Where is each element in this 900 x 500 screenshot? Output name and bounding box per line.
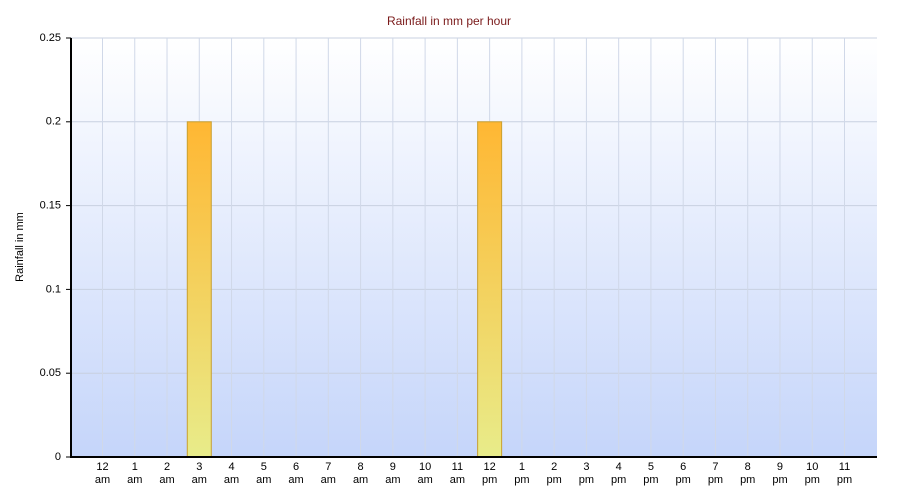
x-tick-label: 4 am bbox=[223, 461, 240, 486]
y-axis-label: Rainfall in mm bbox=[14, 212, 26, 282]
y-tick-label: 0.1 bbox=[46, 283, 61, 295]
x-tick-label: 2 pm bbox=[546, 461, 562, 486]
x-tick-label: 6 am bbox=[288, 461, 304, 486]
x-tick-label: 7 am bbox=[320, 461, 336, 486]
x-tick-label: 8 pm bbox=[740, 461, 756, 486]
y-tick-label: 0.25 bbox=[40, 32, 61, 44]
x-tick-label: 3 pm bbox=[578, 461, 595, 486]
x-tick-label: 8 am bbox=[352, 461, 369, 486]
x-tick-label: 6 pm bbox=[675, 461, 691, 486]
chart-title: Rainfall in mm per hour bbox=[387, 14, 511, 28]
x-tick-label: 1 pm bbox=[514, 461, 530, 486]
bar bbox=[186, 121, 212, 458]
x-tick-label: 5 am bbox=[256, 461, 272, 486]
x-tick-label: 9 am bbox=[385, 461, 401, 486]
y-tick-label: 0 bbox=[55, 451, 61, 463]
x-tick-label: 11 am bbox=[449, 461, 465, 486]
y-tick-label: 0.05 bbox=[40, 367, 61, 379]
x-tick-label: 2 am bbox=[159, 461, 175, 486]
x-tick-label: 10 pm bbox=[804, 461, 820, 486]
x-tick-label: 12 pm bbox=[481, 461, 498, 486]
x-tick-label: 3 am bbox=[191, 461, 207, 486]
x-tick-label: 7 pm bbox=[707, 461, 724, 486]
x-tick-label: 11 pm bbox=[836, 461, 853, 486]
x-tick-label: 12 am bbox=[94, 461, 111, 486]
x-tick-label: 9 pm bbox=[772, 461, 788, 486]
x-tick-label: 4 pm bbox=[611, 461, 627, 486]
y-tick-label: 0.15 bbox=[40, 200, 61, 212]
bar bbox=[477, 121, 503, 458]
x-tick-label: 10 am bbox=[417, 461, 433, 486]
x-tick-label: 5 pm bbox=[643, 461, 659, 486]
x-tick-label: 1 am bbox=[127, 461, 143, 486]
y-tick-label: 0.2 bbox=[46, 116, 61, 128]
